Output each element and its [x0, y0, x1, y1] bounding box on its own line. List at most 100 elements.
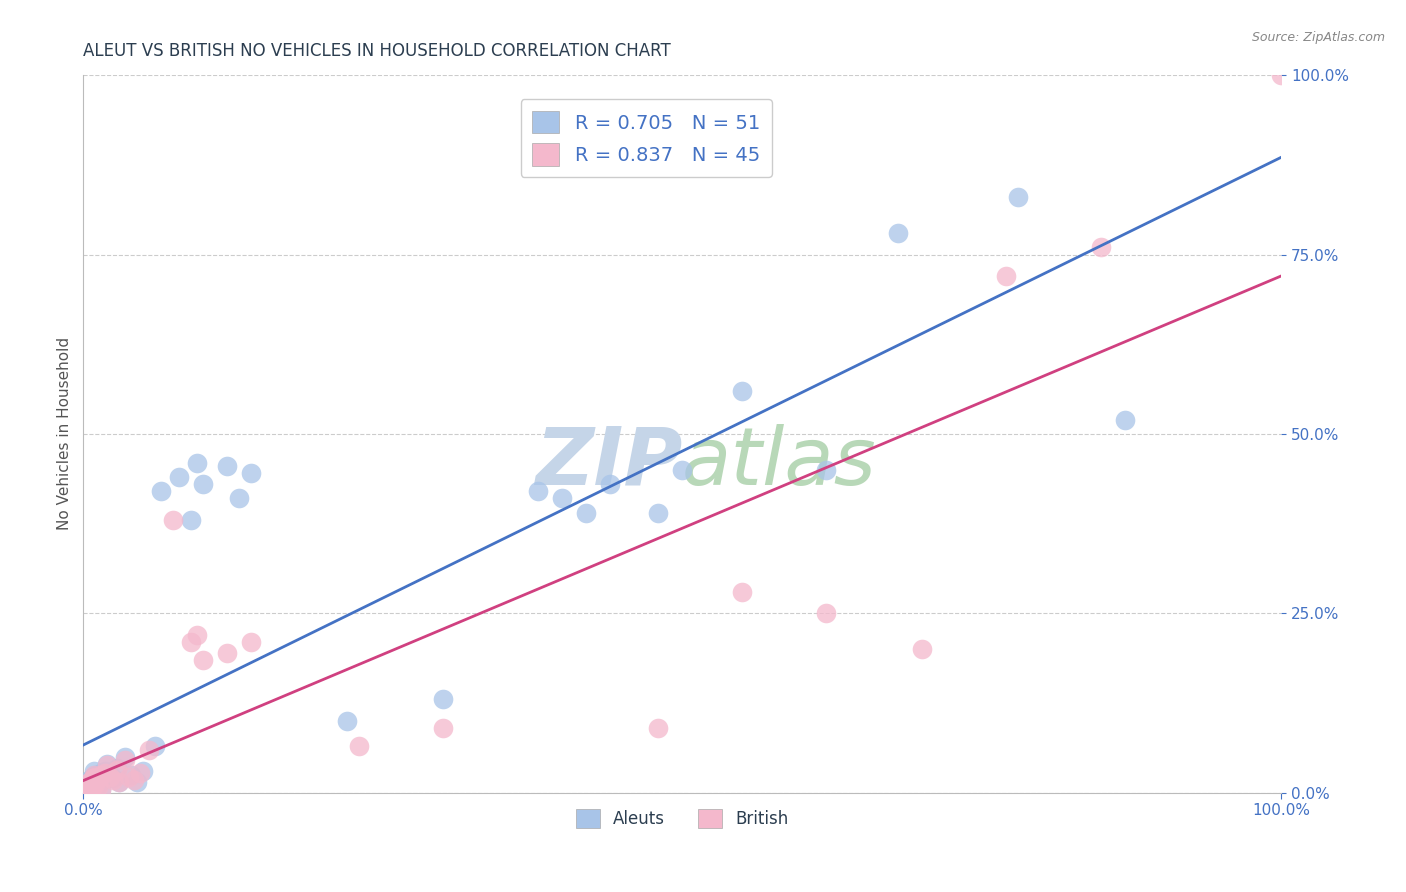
- Point: [79, 783, 101, 797]
- Point: [336, 714, 359, 728]
- Point: [347, 739, 370, 753]
- Point: [90, 765, 112, 780]
- Point: [1007, 190, 1029, 204]
- Point: [120, 768, 142, 782]
- Point: [575, 506, 598, 520]
- Point: [432, 692, 454, 706]
- Point: [143, 739, 166, 753]
- Point: [122, 772, 145, 787]
- Point: [127, 775, 149, 789]
- Point: [90, 782, 112, 797]
- Point: [77, 780, 100, 794]
- Point: [87, 770, 110, 784]
- Point: [79, 782, 101, 797]
- Point: [647, 506, 669, 520]
- Point: [86, 779, 108, 793]
- Text: atlas: atlas: [682, 424, 877, 501]
- Point: [108, 775, 131, 789]
- Point: [240, 635, 263, 649]
- Point: [82, 772, 104, 786]
- Point: [103, 772, 125, 786]
- Point: [82, 780, 104, 794]
- Point: [240, 467, 263, 481]
- Point: [86, 780, 108, 794]
- Point: [80, 779, 103, 793]
- Point: [887, 226, 910, 240]
- Point: [814, 463, 837, 477]
- Point: [80, 772, 103, 787]
- Point: [84, 770, 107, 784]
- Point: [162, 513, 184, 527]
- Legend: Aleuts, British: Aleuts, British: [569, 802, 794, 835]
- Point: [80, 780, 103, 795]
- Point: [1114, 412, 1136, 426]
- Point: [647, 721, 669, 735]
- Point: [128, 765, 150, 780]
- Point: [83, 768, 105, 782]
- Point: [215, 459, 238, 474]
- Point: [77, 780, 100, 794]
- Point: [98, 768, 121, 782]
- Point: [84, 777, 107, 791]
- Point: [87, 772, 110, 786]
- Point: [80, 772, 103, 786]
- Point: [994, 269, 1017, 284]
- Point: [82, 770, 104, 784]
- Point: [105, 763, 128, 777]
- Point: [814, 607, 837, 621]
- Point: [186, 628, 208, 642]
- Point: [94, 764, 117, 778]
- Point: [79, 777, 101, 791]
- Point: [114, 749, 136, 764]
- Point: [90, 768, 112, 782]
- Point: [1090, 240, 1112, 254]
- Point: [84, 768, 107, 782]
- Point: [76, 784, 98, 798]
- Point: [77, 782, 100, 797]
- Point: [228, 491, 250, 506]
- Point: [180, 513, 202, 527]
- Point: [551, 491, 574, 506]
- Point: [105, 760, 128, 774]
- Point: [911, 642, 934, 657]
- Point: [180, 635, 202, 649]
- Point: [79, 775, 101, 789]
- Point: [77, 777, 100, 791]
- Point: [731, 384, 754, 398]
- Point: [83, 775, 105, 789]
- Point: [96, 756, 118, 771]
- Point: [84, 775, 107, 789]
- Point: [138, 742, 160, 756]
- Point: [215, 646, 238, 660]
- Point: [90, 782, 112, 797]
- Point: [82, 779, 104, 793]
- Text: ZIP: ZIP: [534, 424, 682, 501]
- Point: [186, 456, 208, 470]
- Point: [731, 584, 754, 599]
- Point: [77, 775, 100, 789]
- Text: Source: ZipAtlas.com: Source: ZipAtlas.com: [1251, 31, 1385, 45]
- Point: [94, 765, 117, 780]
- Point: [83, 777, 105, 791]
- Point: [76, 782, 98, 797]
- Point: [98, 770, 121, 784]
- Point: [103, 772, 125, 787]
- Point: [191, 653, 214, 667]
- Point: [77, 772, 100, 787]
- Point: [83, 764, 105, 778]
- Point: [108, 775, 131, 789]
- Point: [432, 721, 454, 735]
- Point: [1270, 68, 1292, 82]
- Point: [191, 477, 214, 491]
- Point: [86, 772, 108, 787]
- Point: [118, 770, 141, 784]
- Point: [96, 758, 118, 772]
- Point: [114, 753, 136, 767]
- Point: [599, 477, 621, 491]
- Point: [527, 484, 550, 499]
- Point: [167, 470, 190, 484]
- Text: ALEUT VS BRITISH NO VEHICLES IN HOUSEHOLD CORRELATION CHART: ALEUT VS BRITISH NO VEHICLES IN HOUSEHOL…: [83, 42, 671, 60]
- Point: [150, 484, 173, 499]
- Point: [671, 463, 693, 477]
- Y-axis label: No Vehicles in Household: No Vehicles in Household: [58, 337, 72, 531]
